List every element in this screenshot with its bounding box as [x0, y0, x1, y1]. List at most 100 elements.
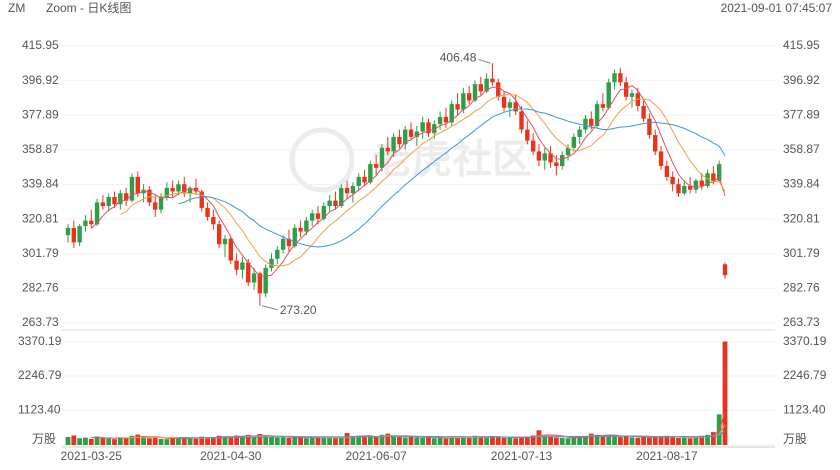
candle-body [77, 226, 82, 243]
vol-ma-line [91, 411, 726, 439]
y-tick-label: 320.81 [22, 211, 59, 225]
candle-body [379, 147, 385, 168]
candle-body [583, 118, 588, 130]
volume-bar [181, 437, 187, 445]
x-tick-label: 2021-03-25 [61, 449, 123, 463]
y-tick-label: 358.87 [22, 142, 59, 156]
candle-body [519, 111, 524, 130]
volume-bar [245, 434, 251, 445]
volume-bar [356, 435, 362, 445]
volume-bar [670, 437, 676, 445]
candle-body [653, 135, 658, 152]
candle-body [292, 227, 297, 247]
max-leader [478, 58, 491, 64]
candle-body [263, 267, 268, 294]
volume-bar [240, 436, 245, 445]
candle-body [711, 173, 716, 181]
candle-body [571, 136, 577, 148]
candle-body [269, 258, 274, 268]
vol-tick-label: 1123.40 [18, 403, 61, 417]
volume-bar [687, 438, 693, 445]
candle-body [89, 220, 94, 225]
candle-body [344, 187, 350, 194]
candle-body [356, 176, 361, 187]
volume-bar [542, 435, 548, 445]
ma-line [178, 108, 726, 248]
candle-body [408, 129, 414, 137]
y-tick-label: 377.89 [22, 107, 59, 121]
candle-body [106, 196, 111, 207]
candle-body [205, 207, 210, 217]
vol-tick-label-right: 2246.79 [783, 368, 827, 382]
volume-bar [210, 437, 216, 445]
x-tick-label: 2021-08-17 [636, 449, 698, 463]
volume-bar [77, 438, 83, 445]
candle-body [309, 213, 315, 221]
candle-body [315, 213, 321, 219]
volume-bar [681, 437, 687, 445]
volume-bar [402, 437, 408, 445]
volume-bar [292, 437, 298, 445]
candle-body [466, 93, 472, 101]
candle-body [716, 164, 722, 181]
candle-body [385, 147, 390, 152]
candle-body [600, 104, 606, 108]
volume-bar [710, 432, 716, 445]
volume-bar [490, 436, 495, 445]
candle-body [414, 131, 420, 137]
volume-bar [350, 436, 356, 445]
volume-bar [280, 437, 286, 445]
volume-bar [141, 437, 146, 445]
volume-bar [583, 436, 588, 445]
volume-bar [263, 435, 269, 445]
volume-bar [379, 434, 385, 445]
candle-body [83, 220, 88, 227]
candle-body [618, 73, 623, 83]
volume-bar [309, 437, 315, 445]
volume-bar [548, 437, 553, 445]
volume-bar [536, 430, 542, 445]
timestamp: 2021-09-01 07:45:07 [721, 1, 833, 15]
vol-ma-line [178, 430, 726, 439]
volume-bar [519, 437, 524, 445]
candle-body [693, 180, 699, 190]
candle-body [420, 122, 425, 132]
candle-body [187, 187, 193, 194]
y-tick-label: 301.79 [22, 246, 59, 260]
candle-body [170, 187, 175, 192]
volume-bar [449, 437, 455, 445]
candle-body [472, 84, 478, 101]
volume-bar [437, 437, 443, 445]
candle-body [153, 202, 158, 210]
candle-body [705, 173, 710, 187]
candle-body [554, 162, 559, 167]
volume-bar [571, 437, 577, 445]
volume-bar [367, 436, 373, 445]
volume-bar [205, 437, 210, 445]
candle-body [426, 122, 431, 134]
volume-bar [577, 436, 583, 445]
candle-body [432, 124, 437, 134]
volume-bar [484, 437, 490, 445]
volume-bar [298, 437, 303, 445]
volume-bar [495, 437, 501, 445]
candle-body [536, 151, 542, 161]
volume-bar [513, 438, 519, 445]
candle-body [339, 187, 344, 207]
volume-bar [699, 435, 705, 445]
candle-body [397, 136, 402, 145]
candle-body [606, 82, 611, 108]
volume-bar [176, 438, 181, 445]
candle-body [333, 200, 338, 207]
x-tick-label: 2021-04-30 [200, 449, 262, 463]
volume-bar [647, 437, 652, 445]
volume-bar [251, 436, 257, 445]
volume-bar [83, 437, 88, 445]
volume-bar [478, 436, 484, 445]
volume-bar [652, 437, 658, 445]
candle-body [298, 227, 303, 232]
y-tick-label-right: 263.73 [783, 315, 820, 329]
candle-body [211, 216, 216, 225]
volume-bar [530, 435, 536, 445]
